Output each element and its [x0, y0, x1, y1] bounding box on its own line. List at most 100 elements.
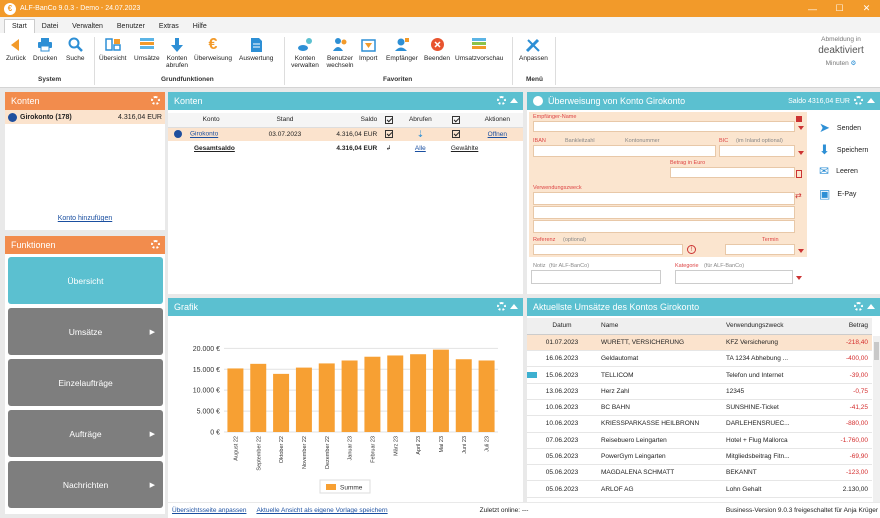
download-icon[interactable]: ⇣ [416, 128, 425, 139]
speichern-button[interactable]: ⬇ Speichern [819, 142, 869, 157]
gear-icon[interactable] [497, 302, 506, 311]
search-button[interactable]: Suche [66, 36, 84, 62]
bic-input[interactable] [719, 145, 795, 157]
table-row[interactable]: 01.07.2023 WURETT, VERSICHERUNG KFZ Versic… [527, 334, 872, 351]
gear-icon[interactable]: ⚙ [850, 60, 857, 67]
umsaetze-button[interactable]: Umsätze [134, 36, 160, 62]
gear-icon[interactable] [151, 96, 160, 105]
collapse-icon[interactable] [867, 98, 875, 103]
zweck-line-1[interactable] [533, 192, 795, 205]
chevron-down-icon[interactable] [796, 276, 802, 280]
umsatzvorschau-button[interactable]: Umsatzvorschau [455, 36, 503, 62]
table-row[interactable]: 13.06.2023 Herz Zahl 12345 -0,75 [527, 383, 872, 400]
close-button[interactable]: ✕ [862, 3, 871, 13]
menu-start[interactable]: Start [4, 19, 35, 33]
x-tick-label: Dezember 22 [325, 436, 331, 469]
referenz-input[interactable] [533, 244, 683, 255]
legend-label: Summe [340, 485, 363, 492]
collapse-icon[interactable] [510, 98, 518, 103]
chart-bar [455, 359, 472, 432]
beenden-button[interactable]: Beenden [424, 36, 450, 62]
nav-umsaetze[interactable]: Umsätze ▶ [8, 308, 163, 355]
maximize-button[interactable]: ☐ [835, 3, 844, 13]
nav-auftraege[interactable]: Aufträge ▶ [8, 410, 163, 457]
iban-input[interactable] [533, 145, 716, 157]
collapse-icon[interactable] [867, 304, 875, 309]
gear-icon[interactable] [854, 96, 863, 105]
abrufen-checkbox[interactable] [452, 130, 461, 139]
refresh-icon[interactable]: ↲ [385, 145, 392, 152]
minimize-button[interactable]: — [808, 3, 817, 14]
menu-datei[interactable]: Datei [41, 23, 59, 30]
table-row[interactable]: 05.06.2023 ARLOF AG Lohn Gehalt 2.130,00 [527, 481, 872, 498]
chevron-down-icon[interactable] [798, 249, 804, 253]
auswertung-button[interactable]: Auswertung [239, 36, 273, 62]
konten-table-title: Konten [174, 96, 203, 106]
table-row[interactable]: Girokonto 03.07.2023 4.316,04 EUR ⇣ Offn… [168, 127, 523, 141]
anpassen-button[interactable]: Anpassen [519, 36, 548, 62]
chart-bar [478, 360, 495, 432]
kategorie-input[interactable] [675, 270, 793, 284]
info-icon[interactable]: ! [687, 245, 696, 254]
senden-button[interactable]: ➤ Senden [819, 120, 862, 135]
back-button[interactable]: Zurück [6, 36, 26, 62]
zweck-line-3[interactable] [533, 220, 795, 233]
select-all-checkbox[interactable] [384, 115, 393, 124]
legend-swatch [326, 484, 336, 490]
menu-hilfe[interactable]: Hilfe [192, 23, 207, 30]
table-row[interactable]: 07.06.2023 Reisebuero Leingarten Hotel + F… [527, 432, 872, 449]
select-all-abrufen-checkbox[interactable] [452, 115, 461, 124]
account-row[interactable]: Girokonto (178) 4.316,04 EUR [5, 110, 165, 124]
import-button[interactable]: Import [359, 36, 377, 62]
nav-einzelauftraege[interactable]: Einzelaufträge [8, 359, 163, 406]
save-template-link[interactable]: Aktuelle Ansicht als eigene Vorlage spei… [256, 507, 388, 514]
gear-icon[interactable] [497, 96, 506, 105]
table-row[interactable]: 16.06.2023 Geldautomat TA 1234 Abhebung ..… [527, 351, 872, 367]
table-row[interactable]: 05.06.2023 PowerGym Leingarten Mitgliedsbe… [527, 448, 872, 465]
menu-verwalten[interactable]: Verwalten [72, 23, 103, 30]
benutzer-wechseln-button[interactable]: Benutzer wechseln [325, 36, 355, 69]
epay-button[interactable]: ▣ E-Pay [819, 187, 857, 201]
open-account-link[interactable]: Offnen [487, 130, 508, 138]
ueberweisung-button[interactable]: € Überweisung [194, 36, 232, 63]
nav-uebersicht[interactable]: Übersicht [8, 257, 163, 304]
calculator-icon[interactable] [796, 170, 802, 178]
table-row[interactable]: 15.06.2023 TELLICOM Telefon und Internet -3… [527, 367, 872, 384]
bank-icon [8, 112, 17, 122]
table-row[interactable]: 10.06.2023 BC BAHN SUNSHINE-Ticket -41,25 [527, 399, 872, 416]
last-online-text: Zuletzt online: --- [479, 507, 529, 514]
print-button[interactable]: Drucken [33, 36, 57, 62]
chevron-down-icon[interactable] [798, 151, 804, 155]
menu-extras[interactable]: Extras [158, 23, 179, 30]
table-row[interactable]: 05.06.2023 MAGDALENA SCHMATT BEKANNT -123,0… [527, 465, 872, 481]
abrufen-gewaehlte-link[interactable]: Gewählte [450, 144, 479, 152]
collapse-icon[interactable] [510, 304, 518, 309]
umsaetze-panel: Aktuellste Umsätze des Kontos Girokonto … [527, 298, 880, 502]
leeren-button[interactable]: ✉ Leeren [819, 164, 858, 178]
customize-overview-link[interactable]: Übersichtsseite anpassen [172, 507, 247, 514]
empfaenger-input[interactable] [533, 121, 795, 132]
swap-icon[interactable]: ⇄ [795, 191, 802, 200]
konten-verwalten-button[interactable]: Konten verwalten [288, 36, 322, 69]
konten-abrufen-button[interactable]: Konten abrufen [163, 36, 191, 69]
table-row[interactable]: 10.06.2023 KRIESSPARKASSE HEILBRONN DARLEH… [527, 416, 872, 433]
scrollbar[interactable] [873, 336, 880, 502]
zweck-line-2[interactable] [533, 206, 795, 219]
add-account-link[interactable]: Konto hinzufügen [57, 215, 113, 222]
betrag-input[interactable] [670, 167, 795, 178]
chevron-down-icon[interactable] [798, 126, 804, 130]
printer-icon [36, 36, 54, 53]
gear-icon[interactable] [151, 240, 160, 249]
transfer-form: Empfänger-Name IBAN Bankleitzahl Kontonu… [529, 112, 807, 257]
notiz-input[interactable] [531, 270, 661, 284]
overview-button[interactable]: Übersicht [99, 36, 126, 62]
nav-nachrichten[interactable]: Nachrichten ▶ [8, 461, 163, 508]
table-row[interactable]: 05.06.2023FamilienkasseKindergeld219,00 [527, 497, 872, 503]
abrufen-alle-link[interactable]: Alle [414, 144, 426, 152]
row-checkbox[interactable] [384, 130, 393, 139]
empfaenger-button[interactable]: Empfänger [386, 36, 418, 62]
gear-icon[interactable] [854, 302, 863, 311]
menu-benutzer[interactable]: Benutzer [116, 23, 145, 30]
termin-input[interactable] [725, 244, 795, 255]
umsaetze-title: Aktuellste Umsätze des Kontos Girokonto [533, 302, 700, 312]
